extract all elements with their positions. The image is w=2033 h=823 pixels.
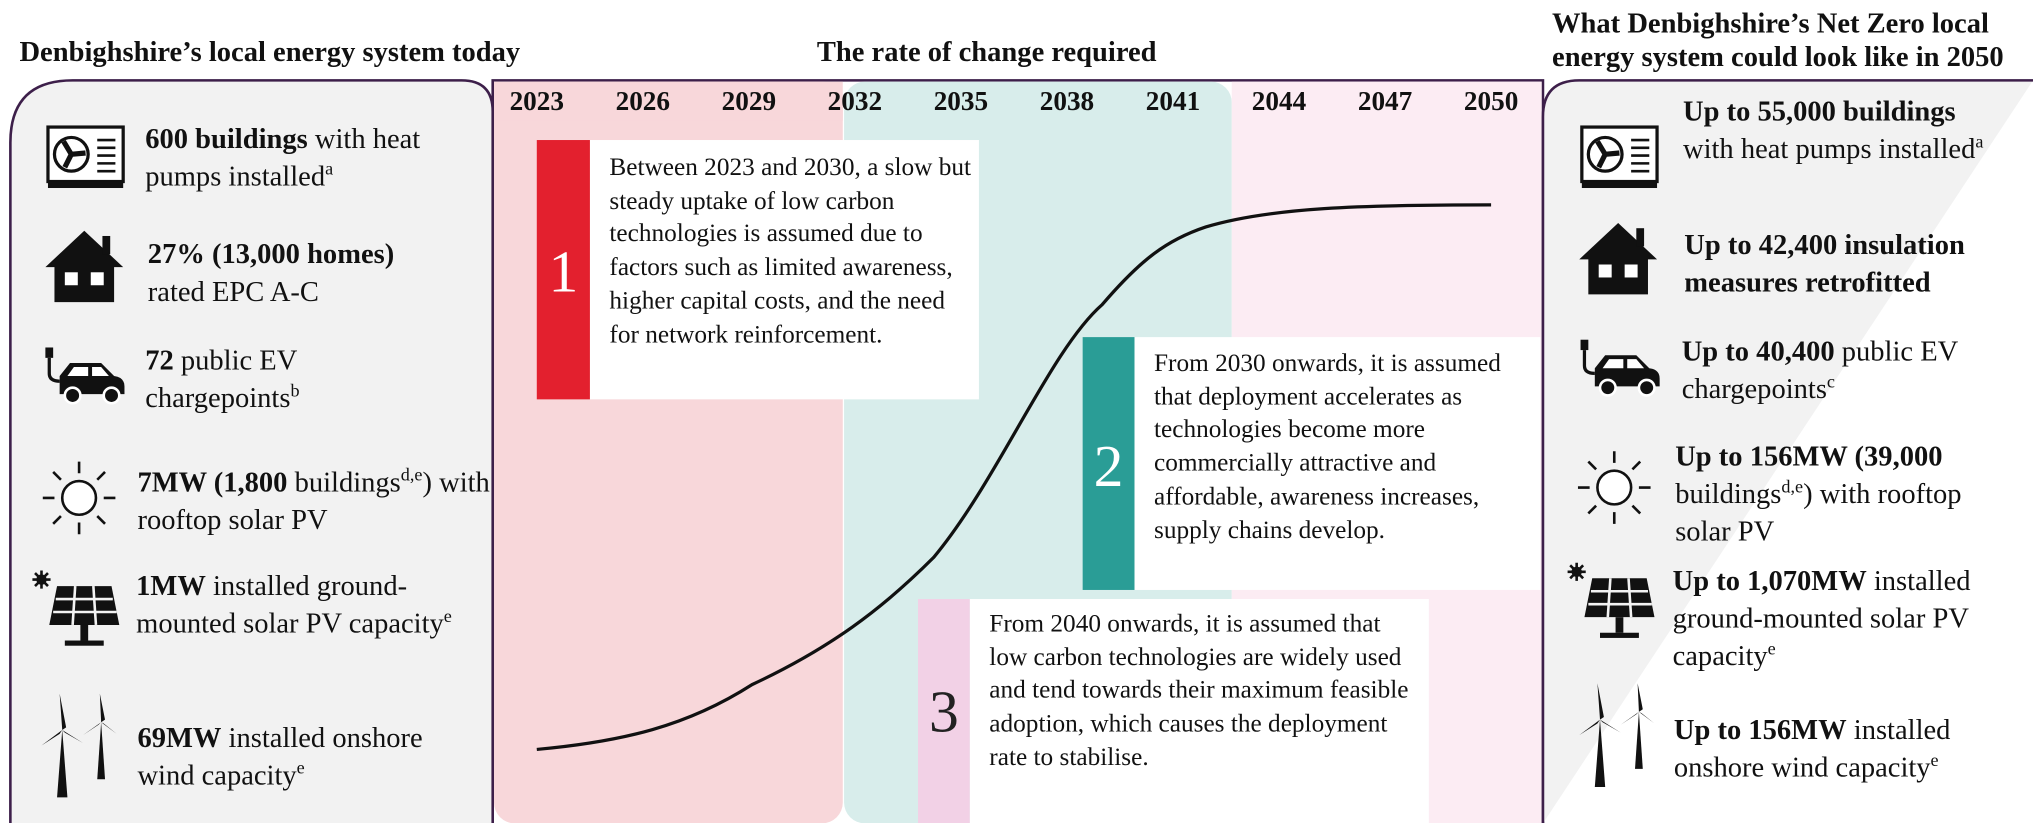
- item-text: Up to 55,000 buildings with heat pumps i…: [1683, 92, 2001, 167]
- year-label: 2050: [1463, 85, 1519, 117]
- stage-text: Between 2023 and 2030, a slow but steady…: [609, 154, 972, 349]
- text-run: 27% (13,000 homes): [147, 237, 395, 270]
- stage-text: From 2040 onwards, it is assumed that lo…: [989, 610, 1409, 772]
- left-title: Denbighshire’s local energy system today: [19, 35, 521, 68]
- item-text: 7MW (1,800 buildingsd,e) with rooftop so…: [137, 463, 494, 538]
- year-label: 2038: [1039, 85, 1095, 117]
- text-run: Up to 156MW (39,000: [1675, 439, 1943, 472]
- heat-pump-icon: [1582, 127, 1657, 188]
- year-label: 2023: [509, 85, 565, 117]
- text-run: buildings: [1675, 477, 1782, 510]
- stage-box: [589, 140, 979, 400]
- year-label: 2029: [721, 85, 777, 117]
- phase-1-bg: [494, 81, 843, 121]
- text-run: installed onshore wind capacity: [1673, 713, 1951, 784]
- year-label: 2047: [1357, 85, 1413, 117]
- item-text: Up to 42,400 insulation measures retrofi…: [1684, 226, 2008, 301]
- year-label: 2041: [1145, 85, 1201, 117]
- item-text: Up to 156MW (39,000 buildingsd,e) with r…: [1675, 437, 2012, 550]
- text-run: d,e: [400, 466, 423, 486]
- stage-bar: [536, 140, 590, 400]
- item-text: 600 buildings with heat pumps installeda: [145, 119, 469, 194]
- adoption-curve: [536, 203, 1492, 752]
- item-text: 1MW installed ground-mounted solar PV ca…: [136, 567, 454, 642]
- text-run: installed ground-mounted solar PV capaci…: [1672, 564, 1971, 672]
- text-run: Up to 156MW: [1673, 713, 1847, 746]
- item-text: 72 public EV chargepointsb: [145, 341, 352, 416]
- text-run: buildings: [287, 465, 401, 498]
- item-text: 69MW installed onshore wind capacitye: [137, 718, 455, 793]
- stage-bar: [917, 599, 970, 823]
- text-run: Up to 42,400 insulation measures retrofi…: [1684, 228, 1965, 299]
- right-title: What Denbighshire’s Net Zero local energ…: [1552, 6, 2004, 73]
- item-text: Up to 1,070MW installed ground-mounted s…: [1673, 561, 2023, 674]
- item-text: 27% (13,000 homes) rated EPC A-C: [148, 235, 446, 310]
- year-label: 2026: [615, 85, 671, 117]
- text-run: a: [1975, 133, 1984, 153]
- text-run: Up to 55,000 buildings: [1682, 94, 1956, 128]
- text-run: 7MW (1,800: [137, 465, 288, 498]
- left-panel: [9, 79, 495, 823]
- text-run: b: [290, 382, 300, 402]
- text-run: with heat pumps installed: [145, 121, 421, 192]
- text-run: ) with rooftop solar PV: [137, 465, 490, 536]
- text-run: Up to 1,070MW: [1672, 564, 1867, 597]
- stage-bar: [1082, 337, 1135, 590]
- text-run: 1MW: [136, 569, 206, 602]
- text-run: e: [1767, 640, 1776, 660]
- stage-box: [969, 599, 1429, 823]
- item-text: Up to 40,400 public EV chargepointsc: [1682, 332, 2006, 407]
- text-run: e: [296, 759, 305, 779]
- sun-icon: [1576, 449, 1652, 526]
- year-label: 2044: [1251, 85, 1307, 117]
- middle-title: The rate of change required: [816, 35, 1157, 68]
- heat-pump-icon: [48, 127, 123, 188]
- text-run: a: [325, 160, 334, 180]
- text-run: 600 buildings: [145, 121, 308, 155]
- text-run: 72: [145, 343, 174, 377]
- text-run: installed onshore wind capacity: [137, 720, 423, 791]
- stage-number: 2: [1093, 433, 1124, 500]
- stage-box: [1134, 337, 1541, 590]
- text-run: 69MW: [137, 720, 222, 754]
- text-run: e: [443, 607, 452, 628]
- text-run: public EV chargepoints: [1681, 334, 1958, 405]
- right-panel: [1541, 79, 2033, 823]
- text-run: installed ground-mounted solar PV capaci…: [136, 569, 444, 640]
- text-run: e: [1930, 751, 1939, 772]
- year-label: 2035: [933, 85, 989, 117]
- text-run: public EV chargepoints: [145, 343, 297, 414]
- text-run: with heat pumps installed: [1682, 132, 1976, 165]
- sun-icon: [41, 460, 117, 536]
- stage-number: 3: [929, 678, 959, 745]
- text-run: c: [1826, 372, 1835, 393]
- text-run: rated EPC A-C: [147, 274, 319, 308]
- text-run: ) with rooftop solar PV: [1675, 477, 1962, 548]
- stage-number: 1: [548, 238, 579, 305]
- item-text: Up to 156MW installed onshore wind capac…: [1674, 711, 2005, 786]
- text-run: d,e: [1781, 478, 1804, 498]
- stage-text: From 2030 onwards, it is assumed that de…: [1153, 350, 1501, 544]
- year-label: 2032: [827, 85, 883, 117]
- text-run: Up to 40,400: [1681, 334, 1835, 367]
